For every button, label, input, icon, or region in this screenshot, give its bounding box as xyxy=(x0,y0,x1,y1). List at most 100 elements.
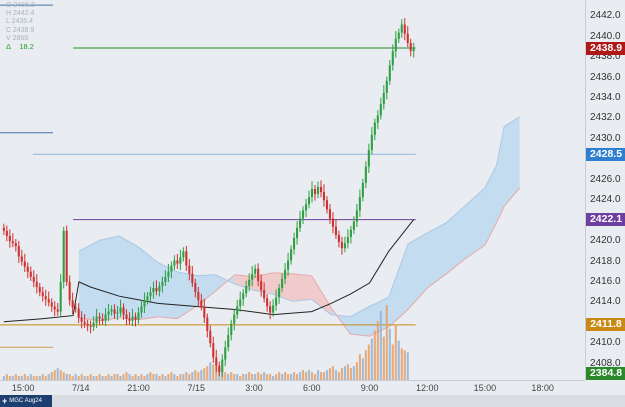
volume-bar xyxy=(352,366,355,380)
volume-bar xyxy=(176,376,179,380)
legend-volume: V 2869 xyxy=(6,34,29,42)
candle-body xyxy=(287,260,290,270)
candle-body xyxy=(296,227,299,239)
volume-bar xyxy=(92,376,95,380)
volume-bar xyxy=(203,368,206,380)
candle-body xyxy=(5,230,8,236)
time-axis[interactable]: 15:00 7/14 21:00 7/15 3:00 6:00 9:00 12:00 15:00… xyxy=(0,380,585,395)
price-tick-label: 2436.0 xyxy=(590,71,621,83)
candle-body xyxy=(116,312,119,314)
volume-bar xyxy=(224,372,227,380)
candle-body xyxy=(367,150,370,167)
volume-bar xyxy=(334,370,337,380)
candle-body xyxy=(209,330,212,344)
volume-bar xyxy=(376,320,379,380)
candle-body xyxy=(230,323,233,336)
candle-body xyxy=(95,316,98,323)
volume-bar xyxy=(349,368,352,380)
cloud-segment xyxy=(234,274,254,291)
candle-body xyxy=(379,104,382,116)
volume-bar xyxy=(284,372,287,380)
price-tick-label: 2432.0 xyxy=(590,112,621,124)
volume-bar xyxy=(122,374,125,380)
volume-bar xyxy=(149,372,152,380)
price-tick-label: 2440.0 xyxy=(590,30,621,42)
candle-body xyxy=(269,306,272,313)
candle-body xyxy=(32,276,35,282)
candle-body xyxy=(239,299,242,307)
volume-bar xyxy=(316,370,320,380)
volume-bar xyxy=(397,340,400,380)
volume-bar xyxy=(313,374,317,380)
price-axis[interactable]: 2442.0 2440.0 2438.0 2436.0 2434.0 2432.0 2430… xyxy=(585,0,625,380)
candle-body xyxy=(143,300,146,307)
candle-body xyxy=(110,309,113,312)
volume-bar xyxy=(179,374,182,380)
legend-close: C 2438.9 xyxy=(6,26,35,34)
candle-body xyxy=(331,218,335,227)
price-tick-label: 2434.0 xyxy=(590,92,621,104)
time-tick-label: 18:00 xyxy=(531,383,554,393)
candle-body xyxy=(59,281,62,312)
plus-icon[interactable]: + xyxy=(2,396,8,406)
volume-bar xyxy=(233,374,236,380)
volume-bar xyxy=(388,328,391,380)
candle-body xyxy=(346,236,349,244)
cloud-segment xyxy=(157,262,177,319)
volume-bar xyxy=(364,350,367,380)
candle-body xyxy=(212,343,215,358)
chart-area[interactable]: O 2436.3 H 2442.4 L 2435.4 C 2438.9 V 28… xyxy=(0,0,585,380)
volume-bar xyxy=(152,374,155,380)
candle-body xyxy=(304,204,308,211)
volume-bar xyxy=(278,372,281,380)
cloud-upper-line xyxy=(78,116,520,318)
symbol-tab[interactable]: + MGC Aug24 xyxy=(0,395,52,407)
volume-bar xyxy=(161,374,164,380)
candle-body xyxy=(68,281,71,301)
volume-bar xyxy=(125,372,128,380)
volume-bar xyxy=(260,374,263,380)
price-tick-label: 2438.0 xyxy=(590,51,621,63)
legend-high: H 2442.4 xyxy=(6,10,35,18)
candle-body xyxy=(278,288,281,298)
legend-low: L 2435.4 xyxy=(6,18,33,26)
volume-bar xyxy=(236,374,239,380)
volume-bar xyxy=(68,374,71,380)
volume-bar xyxy=(170,372,173,380)
candle-body xyxy=(98,316,101,319)
candle-body xyxy=(65,230,68,282)
volume-bar xyxy=(101,376,104,380)
candle-body xyxy=(361,182,364,198)
candle-body xyxy=(322,192,326,201)
volume-bar xyxy=(290,374,293,380)
volume-bar xyxy=(89,374,92,380)
candle-body xyxy=(364,166,367,183)
volume-bar xyxy=(119,376,122,380)
volume-bar xyxy=(245,374,248,380)
candle-body xyxy=(125,314,128,319)
candle-body xyxy=(254,268,257,274)
candle-body xyxy=(397,32,400,39)
candle-body xyxy=(119,307,122,313)
volume-bar xyxy=(17,376,20,380)
volume-bar xyxy=(8,376,11,380)
candle-body xyxy=(242,293,245,300)
volume-bar xyxy=(32,376,35,380)
candle-body xyxy=(388,65,391,81)
volume-bar xyxy=(140,374,143,380)
volume-bar xyxy=(74,374,77,380)
candle-body xyxy=(173,260,176,266)
volume-bar xyxy=(310,372,314,380)
cloud-lower-line xyxy=(78,187,520,337)
blue-level-tag: 2428.5 xyxy=(586,147,625,161)
volume-bar xyxy=(182,374,185,380)
candle-body xyxy=(38,287,41,293)
candle-body xyxy=(221,359,224,372)
price-chart[interactable] xyxy=(0,0,585,380)
candle-body xyxy=(89,325,92,327)
candle-body xyxy=(403,24,406,34)
candle-body xyxy=(227,335,230,348)
candle-body xyxy=(152,288,155,293)
candle-body xyxy=(29,271,32,277)
candle-body xyxy=(155,288,158,292)
